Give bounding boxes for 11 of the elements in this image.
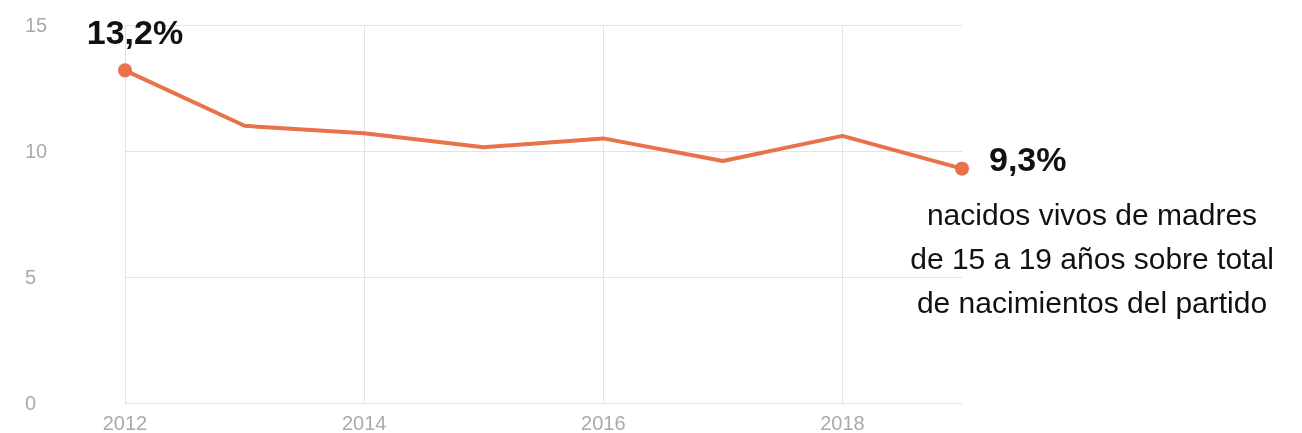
x-tick-label: 2012 bbox=[102, 412, 148, 433]
y-tick-label: 15 bbox=[25, 14, 48, 36]
annotation: nacidos vivos de madres de 15 a 19 años sobre total de nacimientos del partido bbox=[910, 198, 1274, 320]
data-label: 13,2% bbox=[86, 13, 184, 52]
x-tick-label: 2014 bbox=[341, 412, 387, 433]
x-tick-label: 2018 bbox=[820, 412, 865, 433]
y-tick-label: 0 bbox=[25, 392, 37, 414]
y-tick-label: 10 bbox=[25, 140, 48, 162]
y-tick-label: 5 bbox=[25, 266, 37, 288]
x-tick-label: 2016 bbox=[581, 412, 626, 433]
data-label: 9,3% bbox=[989, 139, 1067, 178]
